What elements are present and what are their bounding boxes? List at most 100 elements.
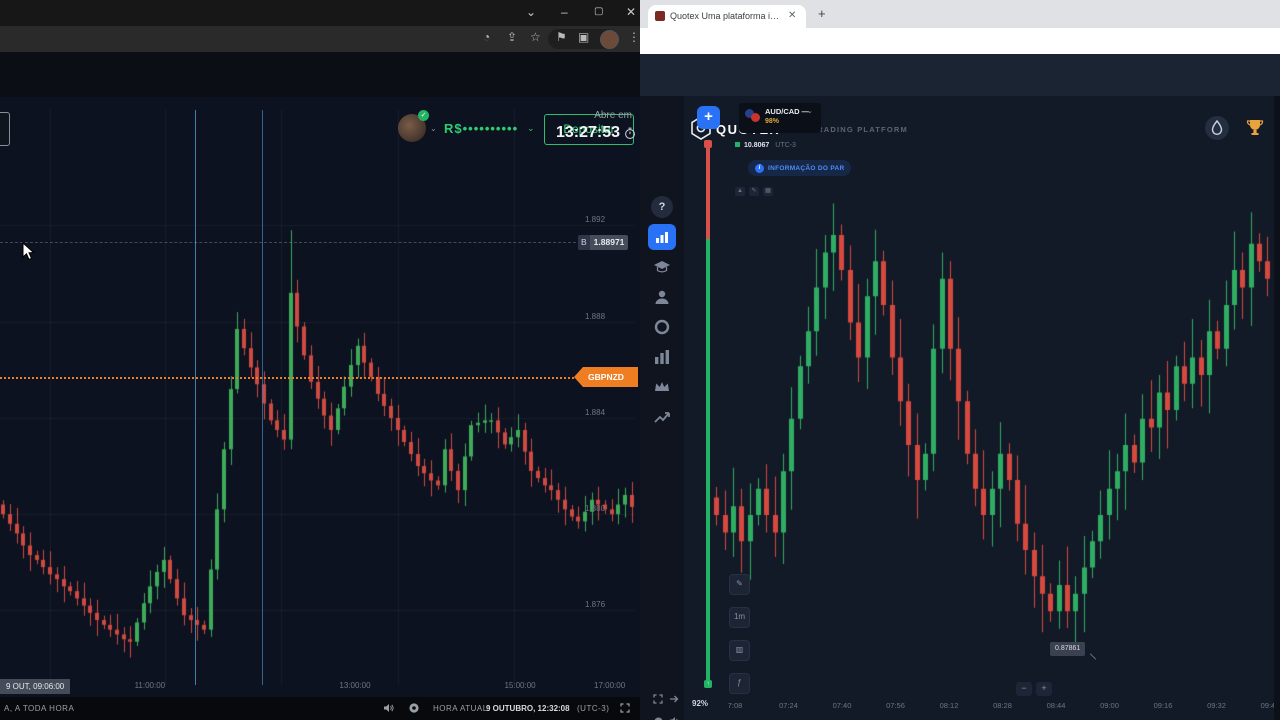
right-browser-window: Quotex Uma plataforma inovaci ✕ + ← → ⟳ …	[640, 0, 1280, 720]
price-tag-value: 1.88971	[589, 235, 629, 251]
current-time-value: 9 OUTUBRO, 12:32:08	[486, 704, 570, 713]
sound-icon[interactable]	[383, 703, 394, 713]
history-icon[interactable]: ◔	[483, 30, 491, 44]
market-record-icon[interactable]	[653, 318, 671, 336]
time-axis-label: 15:00:00	[504, 681, 536, 690]
time-axis-label: 13:00:00	[339, 681, 371, 690]
low-price-marker: 0.87861	[1050, 642, 1086, 656]
info-icon: i	[755, 163, 764, 173]
cad-flag-icon	[751, 113, 760, 122]
fullscreen-icon[interactable]	[620, 703, 630, 713]
flag-extension-icon[interactable]: ⚑	[556, 30, 567, 44]
time-axis-label: 07:40	[832, 701, 852, 710]
time-axis-label: 08:44	[1046, 701, 1066, 710]
sentiment-bar-sellers	[706, 140, 710, 239]
close-button[interactable]: ✕	[626, 5, 637, 19]
asset-pair-name: AUD/CAD —	[765, 107, 810, 116]
add-asset-button[interactable]: +	[697, 106, 720, 129]
account-person-icon[interactable]	[653, 288, 671, 306]
chart-type-button[interactable]: ▥	[729, 640, 750, 661]
asset-payout-percent: 98%	[765, 118, 780, 125]
asset-info-suffix: UTC-3	[775, 142, 796, 149]
asset-selector[interactable]: AUD/CAD — ⌄ 98%	[739, 103, 821, 133]
zoom-in-button[interactable]: +	[1036, 682, 1052, 696]
asset-price-dotted-line	[0, 377, 574, 380]
sentiment-bar-buyers	[706, 239, 710, 688]
education-cap-icon[interactable]	[653, 258, 671, 276]
tab-search-icon[interactable]: ⌄	[526, 5, 537, 19]
edit-chip[interactable]: ✎	[749, 187, 759, 196]
pair-info-label: INFORMAÇÃO DO PAR	[768, 164, 845, 172]
time-axis-label: 09:48	[1260, 701, 1280, 710]
left-window-titlebar: ⌄ – ▢ ✕	[0, 0, 640, 26]
aud-flag-icon	[745, 109, 754, 118]
asset-pair-tag: GBPNZD	[574, 367, 638, 388]
share-icon[interactable]: ⇪	[507, 30, 518, 44]
expand-icon[interactable]	[653, 694, 663, 704]
site-favicon	[655, 11, 665, 21]
collapse-arrow-icon[interactable]	[669, 694, 679, 704]
time-axis-label: 07:24	[779, 701, 798, 710]
time-axis-label: 09:32	[1207, 701, 1226, 710]
chart-mini-badges: ▲ ✎ ▦	[735, 187, 773, 196]
marker-chip[interactable]: ▲	[735, 187, 745, 196]
bookmark-star-icon[interactable]: ☆	[530, 30, 541, 44]
price-axis-label: 1.884	[585, 407, 606, 417]
candlestick-chart-right[interactable]	[712, 130, 1280, 690]
price-level-dashed-line	[0, 242, 576, 244]
analytics-columns-icon[interactable]	[653, 348, 671, 366]
grid-chip[interactable]: ▦	[763, 187, 773, 196]
indicators-button[interactable]: ƒ	[729, 673, 750, 694]
address-bar: ← → ⟳ i quotex.com/pt/trade	[640, 28, 1280, 76]
quotex-sidebar: ?	[640, 96, 684, 720]
sentiment-buy-cap: ↑	[704, 680, 712, 688]
trading-app-header: ✓ ⌄ R$•••••••••• ⌄ Depositar	[0, 52, 640, 146]
settings-gear-icon[interactable]	[408, 702, 420, 714]
crosshair-time-box: 9 OUT, 09:06:00	[0, 679, 71, 694]
sidebar-help-icon[interactable]: ?	[651, 196, 673, 218]
time-axis-label: 09:16	[1153, 701, 1173, 710]
new-tab-button[interactable]: +	[818, 6, 826, 21]
sentiment-sell-cap	[704, 140, 712, 148]
chart-vertical-marker-line	[262, 110, 263, 685]
green-dot-icon	[735, 142, 740, 147]
sentiment-up-percent: 92%	[692, 699, 709, 708]
browser-menu-icon[interactable]: ⋮	[628, 30, 640, 44]
sidebar-trade-tab-active[interactable]	[648, 224, 676, 250]
asset-chevron-icon: ⌄	[807, 108, 813, 115]
time-axis-label: 07:56	[886, 701, 905, 710]
chart-settings-gear-icon[interactable]	[653, 716, 664, 720]
maximize-button[interactable]: ▢	[594, 6, 604, 17]
ticker-text: A, A TODA HORA	[4, 704, 75, 713]
quotex-header: ≡ QUOTEX · WEB TRADING PLATFORM	[640, 54, 1280, 140]
utc-offset: (UTC-3)	[577, 704, 610, 713]
time-axis-label: 09:00	[1100, 701, 1119, 710]
asset-info-row: 10.8067 UTC-3	[735, 142, 796, 149]
brand-subtitle: WEB TRADING PLATFORM	[787, 125, 908, 134]
tab-close-icon[interactable]: ✕	[788, 10, 797, 21]
minimize-button[interactable]: –	[561, 5, 568, 19]
side-panel-icon[interactable]: ▣	[578, 30, 590, 44]
price-axis-label: 1.880	[585, 504, 606, 514]
browser-profile-avatar[interactable]	[600, 30, 619, 49]
mouse-cursor	[22, 242, 35, 261]
drawing-pencil-button[interactable]: ✎	[729, 574, 750, 595]
time-axis-label: 08:28	[993, 701, 1012, 710]
time-axis-label: 7:08	[727, 701, 743, 710]
timeframe-button[interactable]: 1m	[729, 607, 750, 628]
time-axis-label: 08:12	[939, 701, 959, 710]
price-tag: B 1.88971	[578, 235, 629, 251]
browser-tab[interactable]: Quotex Uma plataforma inovaci ✕	[648, 5, 806, 28]
pair-info-button[interactable]: i INFORMAÇÃO DO PAR	[748, 160, 852, 176]
left-browser-window: ⌄ – ▢ ✕ ◔ ⇪ ☆ ⚑ ▣ ⋮ ✓ ⌄ R$•••••••••• ⌄ D…	[0, 0, 640, 720]
tab-strip: Quotex Uma plataforma inovaci ✕ +	[640, 0, 1280, 28]
trade-panel-edge	[1274, 96, 1280, 720]
price-axis-label: 1.876	[585, 600, 606, 610]
zoom-out-button[interactable]: −	[1016, 682, 1032, 696]
candlestick-chart-left[interactable]	[0, 110, 635, 685]
left-browser-toolbar: ◔ ⇪ ☆ ⚑ ▣ ⋮	[0, 26, 640, 53]
tournaments-crown-icon[interactable]	[653, 378, 671, 396]
sound-icon[interactable]	[669, 716, 680, 720]
time-axis-label: 17:00:00	[594, 681, 626, 690]
signals-trend-icon[interactable]	[653, 409, 671, 427]
